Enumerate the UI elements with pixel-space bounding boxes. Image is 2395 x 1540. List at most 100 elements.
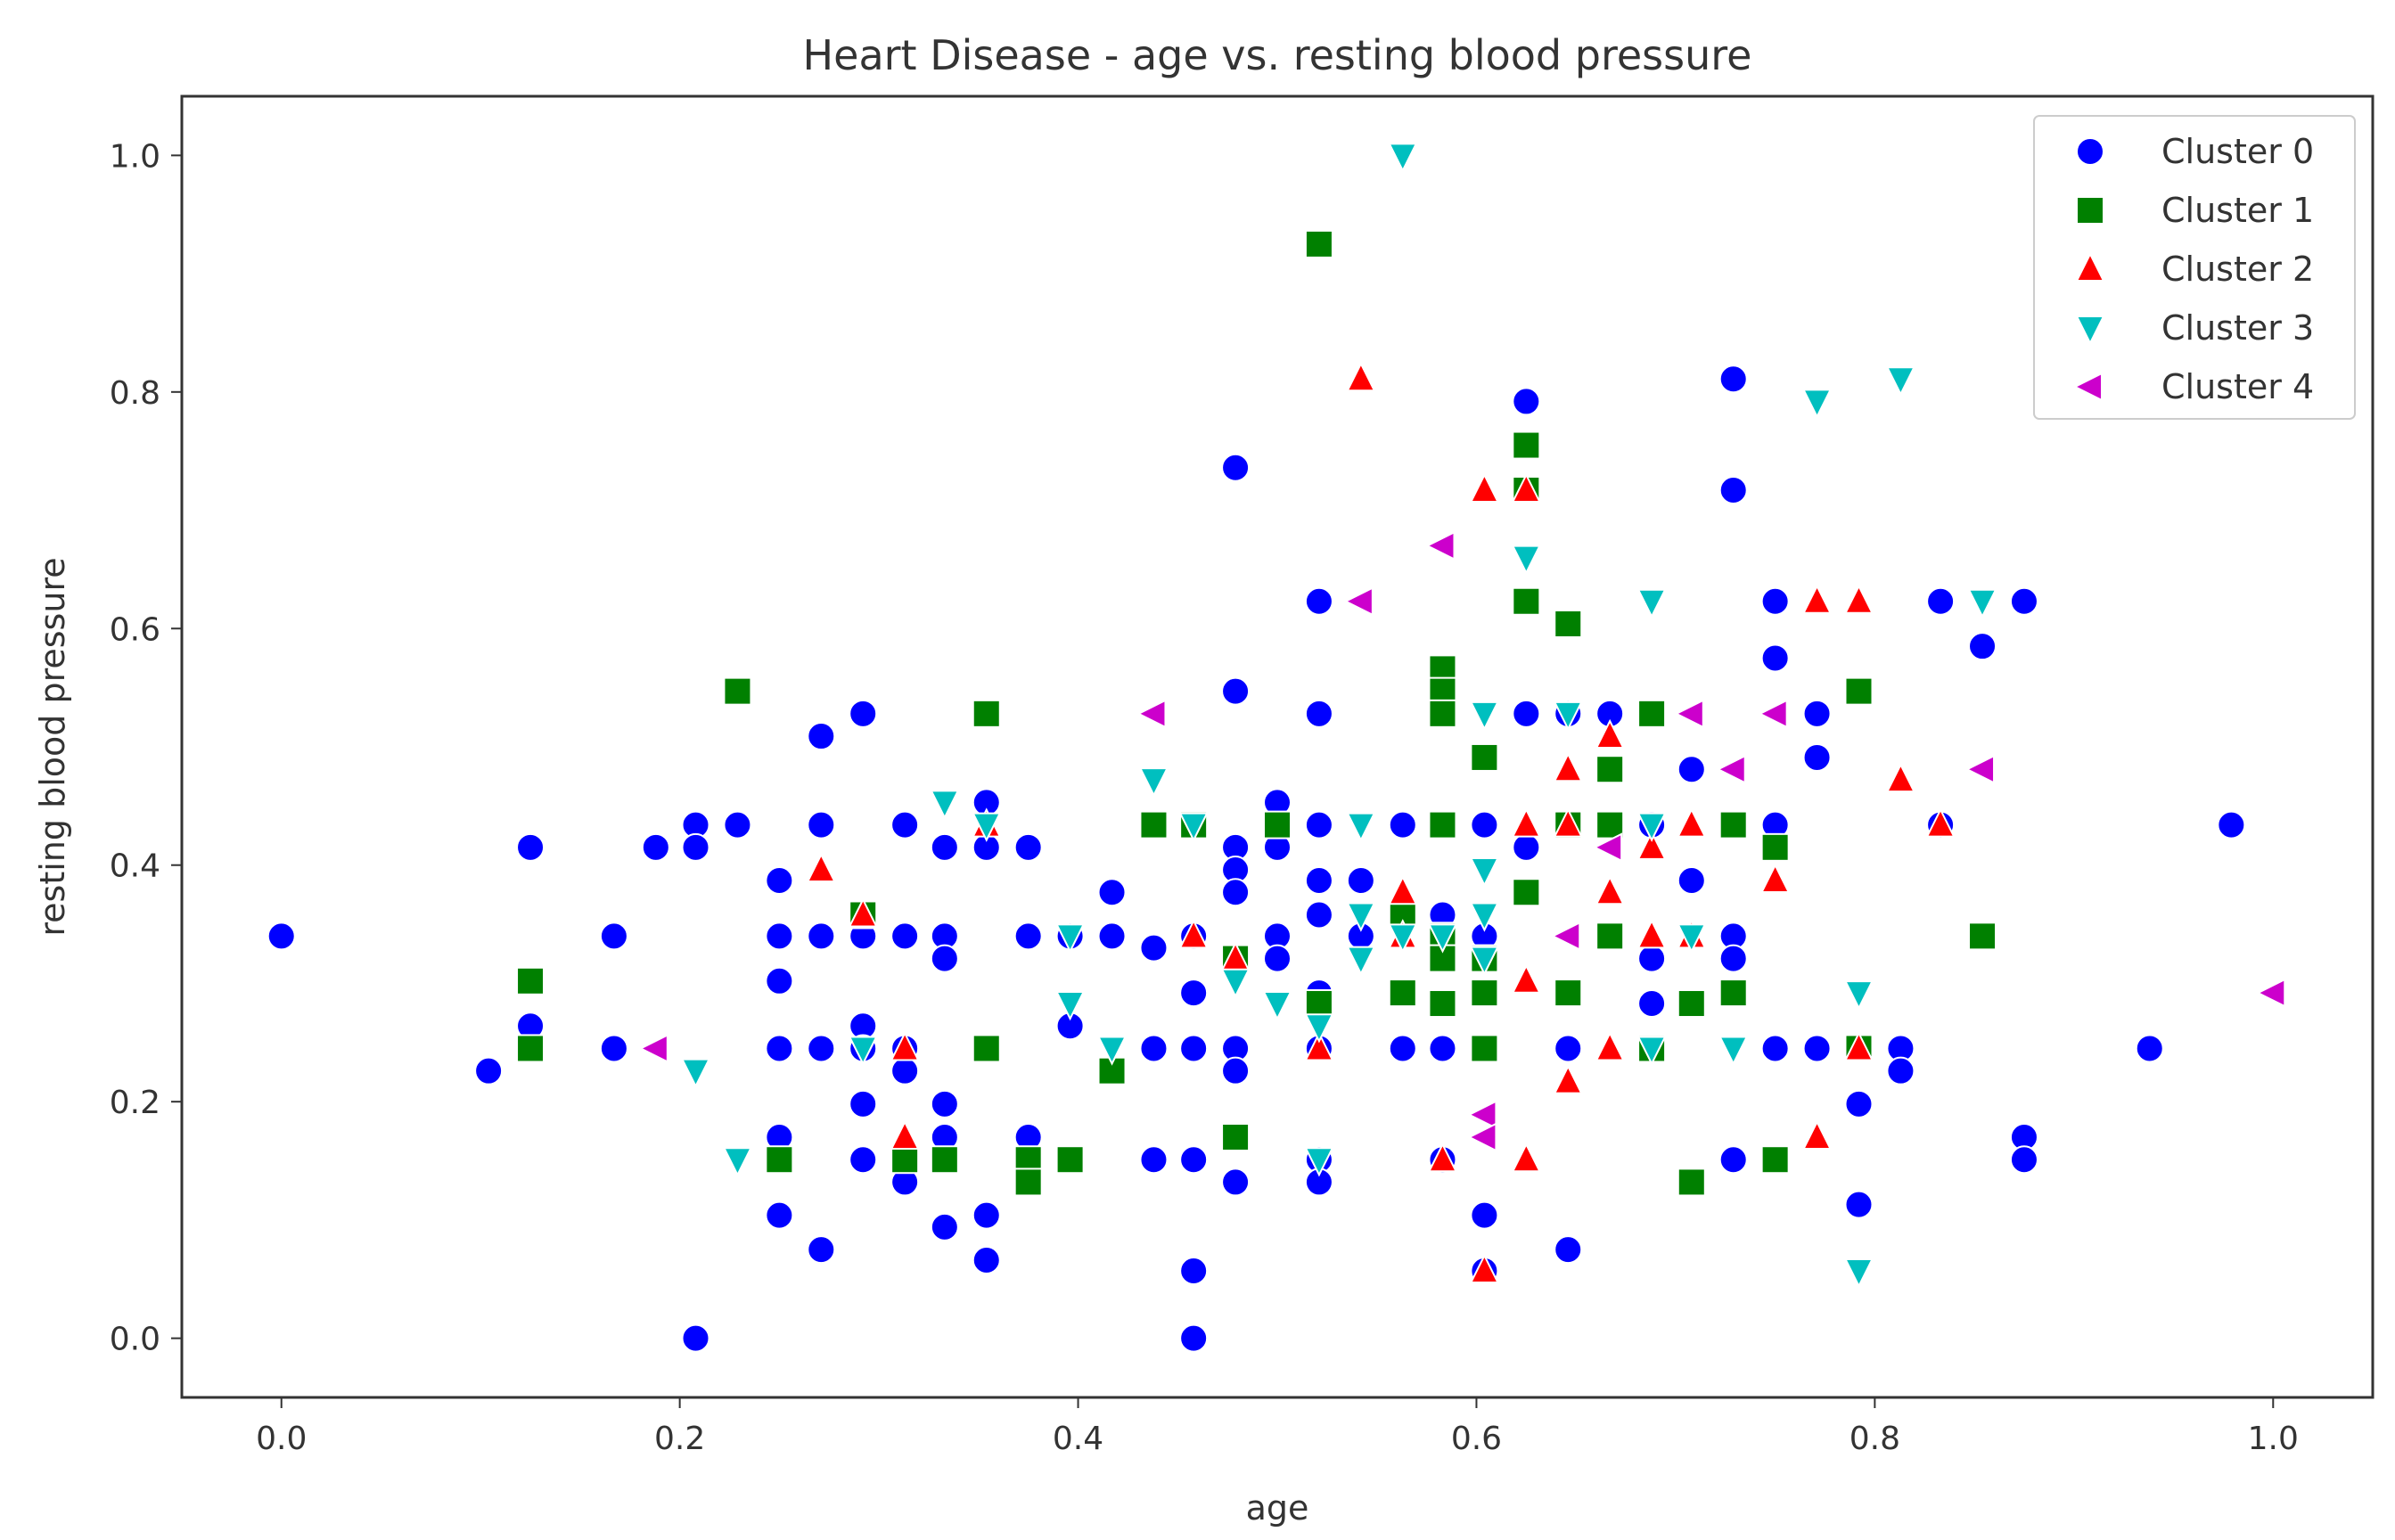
cluster-0-point — [890, 1056, 920, 1085]
cluster-0-point — [930, 1212, 959, 1241]
cluster-3-point — [1346, 946, 1376, 976]
cluster-0-point — [1760, 586, 1790, 616]
cluster-3-point — [1388, 923, 1418, 954]
cluster-0-point — [765, 1034, 794, 1063]
cluster-0-point — [1013, 832, 1043, 862]
cluster-0-point — [1139, 1034, 1169, 1063]
cluster-1-point — [1595, 810, 1625, 840]
cluster-3-point — [930, 790, 960, 820]
cluster-3-point — [1553, 700, 1583, 732]
cluster-3-point — [1138, 767, 1169, 798]
cluster-2-point — [1801, 1119, 1833, 1150]
cluster-0-point — [599, 1034, 628, 1063]
y-tick-label: 0.8 — [110, 375, 160, 412]
cluster-0-point — [1221, 1056, 1251, 1085]
cluster-0-point — [1470, 810, 1499, 840]
cluster-2-point — [1595, 718, 1625, 750]
cluster-0-point — [1802, 699, 1832, 728]
cluster-2-point — [1178, 919, 1209, 949]
cluster-0-point — [807, 810, 836, 840]
cluster-2-point — [1843, 584, 1874, 614]
cluster-0-point — [765, 922, 794, 951]
cluster-2-point — [1511, 472, 1541, 503]
x-axis-label: age — [1246, 1488, 1309, 1528]
cluster-2-point — [1677, 807, 1707, 838]
cluster-1-point — [1554, 609, 1583, 638]
cluster-1-point — [1512, 586, 1541, 616]
cluster-2-point — [1304, 1031, 1334, 1061]
cluster-2-point — [1553, 1064, 1583, 1094]
cluster-3-point — [1843, 980, 1874, 1011]
cluster-1-point — [1637, 699, 1667, 728]
ticks-layer: 0.0 0.2 0.4 0.6 0.8 1.0 0.0 0.2 0.4 0.6 0.8 1.0 — [110, 138, 2299, 1457]
cluster-3-point — [1636, 812, 1667, 842]
legend-marker-cluster-4 — [2072, 372, 2103, 402]
cluster-3-point — [1262, 991, 1292, 1021]
cluster-0-point — [1844, 1089, 1874, 1118]
cluster-0-point — [1512, 387, 1541, 416]
cluster-0-point — [1263, 944, 1292, 973]
cluster-0-point — [1221, 1167, 1251, 1197]
cluster-0-point — [1718, 475, 1748, 504]
legend-marker-cluster-2 — [2075, 251, 2105, 282]
cluster-0-point — [1221, 676, 1251, 706]
cluster-1-point — [1470, 979, 1499, 1008]
cluster-0-point — [1554, 1235, 1583, 1265]
cluster-2-point — [1469, 472, 1500, 503]
cluster-3-point — [1096, 1036, 1128, 1066]
cluster-0-point — [890, 922, 920, 951]
cluster-0-point — [1677, 865, 1706, 895]
cluster-0-point — [1718, 365, 1748, 394]
cluster-1-point — [1595, 922, 1625, 951]
cluster-3-point — [972, 812, 1002, 842]
cluster-4-point — [1343, 586, 1374, 617]
cluster-0-point — [1221, 878, 1251, 907]
cluster-0-point — [1844, 1190, 1874, 1219]
cluster-0-point — [2217, 810, 2246, 840]
cluster-3-point — [680, 1058, 711, 1088]
cluster-1-point — [1470, 742, 1499, 772]
cluster-2-point — [890, 1031, 920, 1061]
cluster-1-point — [1760, 1145, 1790, 1175]
cluster-1-point — [1470, 1034, 1499, 1063]
cluster-0-point — [1304, 586, 1333, 616]
cluster-1-point — [1718, 810, 1748, 840]
x-tick-label: 0.0 — [256, 1421, 307, 1457]
chart-title: Heart Disease - age vs. resting blood pr… — [803, 31, 1752, 79]
cluster-0-point — [1304, 900, 1333, 930]
cluster-0-point — [1388, 810, 1417, 840]
points-layer — [267, 143, 2286, 1353]
cluster-3-point — [722, 1147, 753, 1177]
cluster-2-point — [1760, 863, 1791, 893]
legend-marker-cluster-1 — [2076, 196, 2104, 225]
cluster-0-point — [765, 966, 794, 995]
cluster-0-point — [1512, 699, 1541, 728]
cluster-1-point — [1428, 699, 1457, 728]
cluster-0-point — [1637, 989, 1667, 1019]
cluster-0-point — [1139, 1145, 1169, 1175]
cluster-0-point — [1926, 586, 1956, 616]
plot-area-frame — [180, 94, 2374, 1399]
cluster-3-point — [1885, 366, 1916, 397]
x-tick-label: 1.0 — [2248, 1421, 2299, 1457]
cluster-3-point — [1304, 1147, 1334, 1177]
cluster-1-point — [1512, 878, 1541, 907]
cluster-0-point — [474, 1056, 504, 1085]
cluster-3-point — [848, 1036, 878, 1066]
cluster-0-point — [1512, 832, 1541, 862]
cluster-1-point — [1428, 810, 1457, 840]
series-cluster-3 — [680, 143, 1997, 1289]
cluster-4-point — [2256, 978, 2286, 1008]
cluster-2-point — [1801, 584, 1833, 614]
cluster-0-point — [1760, 643, 1790, 673]
cluster-0-point — [1677, 755, 1706, 784]
cluster-0-point — [765, 1200, 794, 1230]
cluster-0-point — [1554, 1034, 1583, 1063]
cluster-3-point — [1718, 1036, 1749, 1066]
cluster-4-point — [1758, 699, 1788, 729]
cluster-3-point — [1054, 991, 1086, 1021]
cluster-0-point — [849, 1145, 878, 1175]
cluster-1-point — [516, 1034, 545, 1063]
cluster-1-point — [1221, 1123, 1251, 1151]
